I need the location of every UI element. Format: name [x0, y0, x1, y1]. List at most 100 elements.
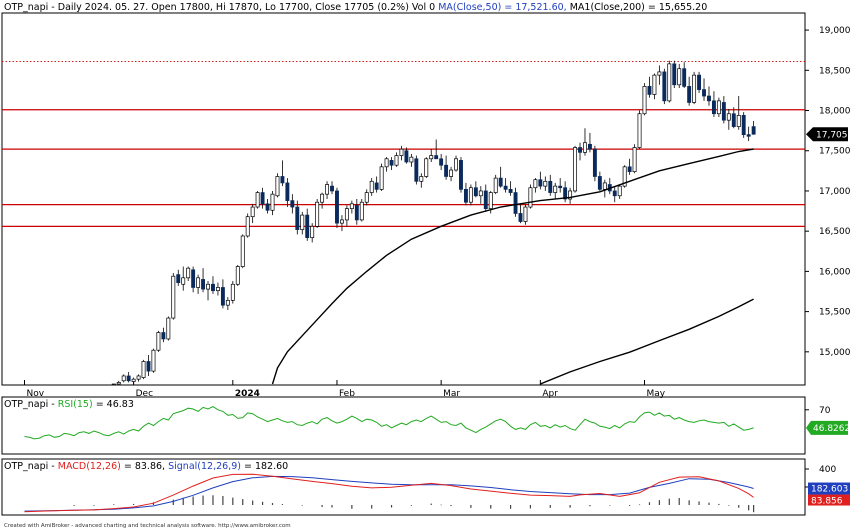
macd-histogram-bar	[708, 502, 710, 505]
candle-body	[424, 158, 429, 177]
candle-body	[275, 176, 280, 197]
candle-body	[136, 375, 141, 380]
candle-body	[677, 68, 682, 86]
macd-histogram-bar	[351, 505, 353, 509]
last-price-tag: 17,705	[806, 127, 848, 142]
date-tick-label: 2024	[235, 389, 260, 399]
macd-histogram-bar	[222, 496, 224, 505]
candle-body	[672, 63, 677, 86]
candle-body	[463, 188, 468, 203]
price-tag-box	[806, 127, 848, 142]
candle-body	[612, 190, 617, 197]
candle-body	[518, 213, 523, 222]
candle-body	[493, 177, 498, 193]
macd-histogram-bar	[212, 495, 214, 505]
ma200-text: MA1(Close,200) = 15,655.20	[570, 2, 708, 13]
rsi-value: = 46.83	[93, 399, 134, 410]
date-tick-label: Nov	[27, 389, 45, 399]
candle-body	[627, 166, 632, 173]
macd-histogram-bar	[629, 505, 631, 506]
rsi-line	[24, 406, 754, 440]
macd-histogram-bar	[192, 496, 194, 505]
candle-body	[731, 113, 736, 127]
macd-histogram-bar	[113, 504, 115, 505]
price-axis: 15,000 15,500 16,000 16,500 17,000 17,500 18,0…	[805, 26, 850, 358]
candle-body	[250, 206, 255, 218]
macd-histogram-bar	[440, 504, 442, 506]
candle-body	[711, 100, 716, 115]
candle-body	[151, 349, 156, 372]
candle-body	[746, 134, 751, 137]
candle-body	[285, 182, 290, 201]
macd-histogram-bar	[509, 505, 512, 509]
candle-body	[751, 126, 756, 135]
rsi-value-tag	[806, 420, 848, 435]
candle-body	[597, 176, 602, 190]
macd-histogram-bar	[688, 500, 690, 505]
candle-body	[528, 187, 533, 208]
candle-body	[573, 147, 578, 192]
candle-body	[389, 160, 394, 166]
candle-body	[434, 155, 439, 160]
macd-histogram-bar	[321, 505, 323, 507]
candle-body	[543, 180, 548, 187]
candle-body	[483, 190, 488, 210]
macd-histogram-bar	[728, 505, 730, 506]
candle-body	[206, 283, 210, 290]
macd-histogram-bar	[529, 505, 532, 509]
candle-body	[121, 375, 126, 382]
candle-body	[171, 275, 176, 319]
price-symbol: OTP_napi	[4, 2, 48, 13]
candle-body	[245, 216, 250, 237]
candle-body	[369, 180, 374, 193]
macd-symbol: OTP_napi	[4, 461, 48, 472]
macd-histogram-bar	[73, 505, 75, 506]
macd-histogram-bar	[371, 505, 373, 509]
candle-body	[156, 332, 161, 351]
rsi-panel-frame	[1, 396, 806, 455]
candle-body	[290, 200, 295, 208]
macd-histogram-bar	[638, 504, 641, 506]
candle-body	[384, 158, 389, 168]
candle-body	[176, 274, 181, 284]
candle-body	[548, 180, 553, 193]
candle-body	[736, 114, 741, 127]
macd-label: MACD(12,26)	[58, 461, 121, 472]
candle-body	[320, 193, 325, 203]
date-tick-label: Apr	[542, 389, 558, 399]
candle-body	[721, 102, 726, 121]
candle-body	[215, 287, 220, 292]
candle-body	[568, 190, 573, 200]
candle-body	[632, 147, 637, 173]
candle-body	[702, 89, 706, 97]
macd-value-tag-label: 83.856	[811, 497, 843, 507]
candle-body	[503, 185, 508, 190]
macd-histogram-bar	[430, 503, 432, 505]
candle-body	[374, 182, 379, 190]
candle-body	[260, 192, 265, 205]
candle-body	[300, 214, 305, 230]
macd-histogram-bar	[242, 499, 244, 505]
macd-histogram-bar	[271, 503, 274, 505]
candle-body	[409, 156, 414, 163]
candle-body	[364, 192, 369, 203]
price-tick-label: 19,000	[819, 26, 850, 36]
date-tick-label: May	[647, 389, 666, 399]
candle-body	[141, 361, 146, 378]
candle-body	[181, 277, 186, 285]
macd-histogram-bar	[252, 500, 254, 505]
candle-body	[578, 147, 582, 153]
candle-body	[478, 190, 483, 197]
price-info: - Daily 2024. 05. 27. Open 17800, Hi 178…	[48, 2, 438, 13]
ma200-line	[540, 298, 754, 385]
macd-histogram-bar	[281, 504, 284, 505]
macd-histogram-bar	[133, 503, 135, 505]
candle-body	[587, 143, 592, 150]
macd-histogram-bar	[698, 501, 700, 505]
candle-body	[126, 375, 131, 382]
macd-histogram-bar	[390, 505, 393, 508]
candle-body	[325, 184, 330, 195]
macd-panel-frame	[1, 458, 806, 516]
candle-body	[697, 74, 702, 90]
